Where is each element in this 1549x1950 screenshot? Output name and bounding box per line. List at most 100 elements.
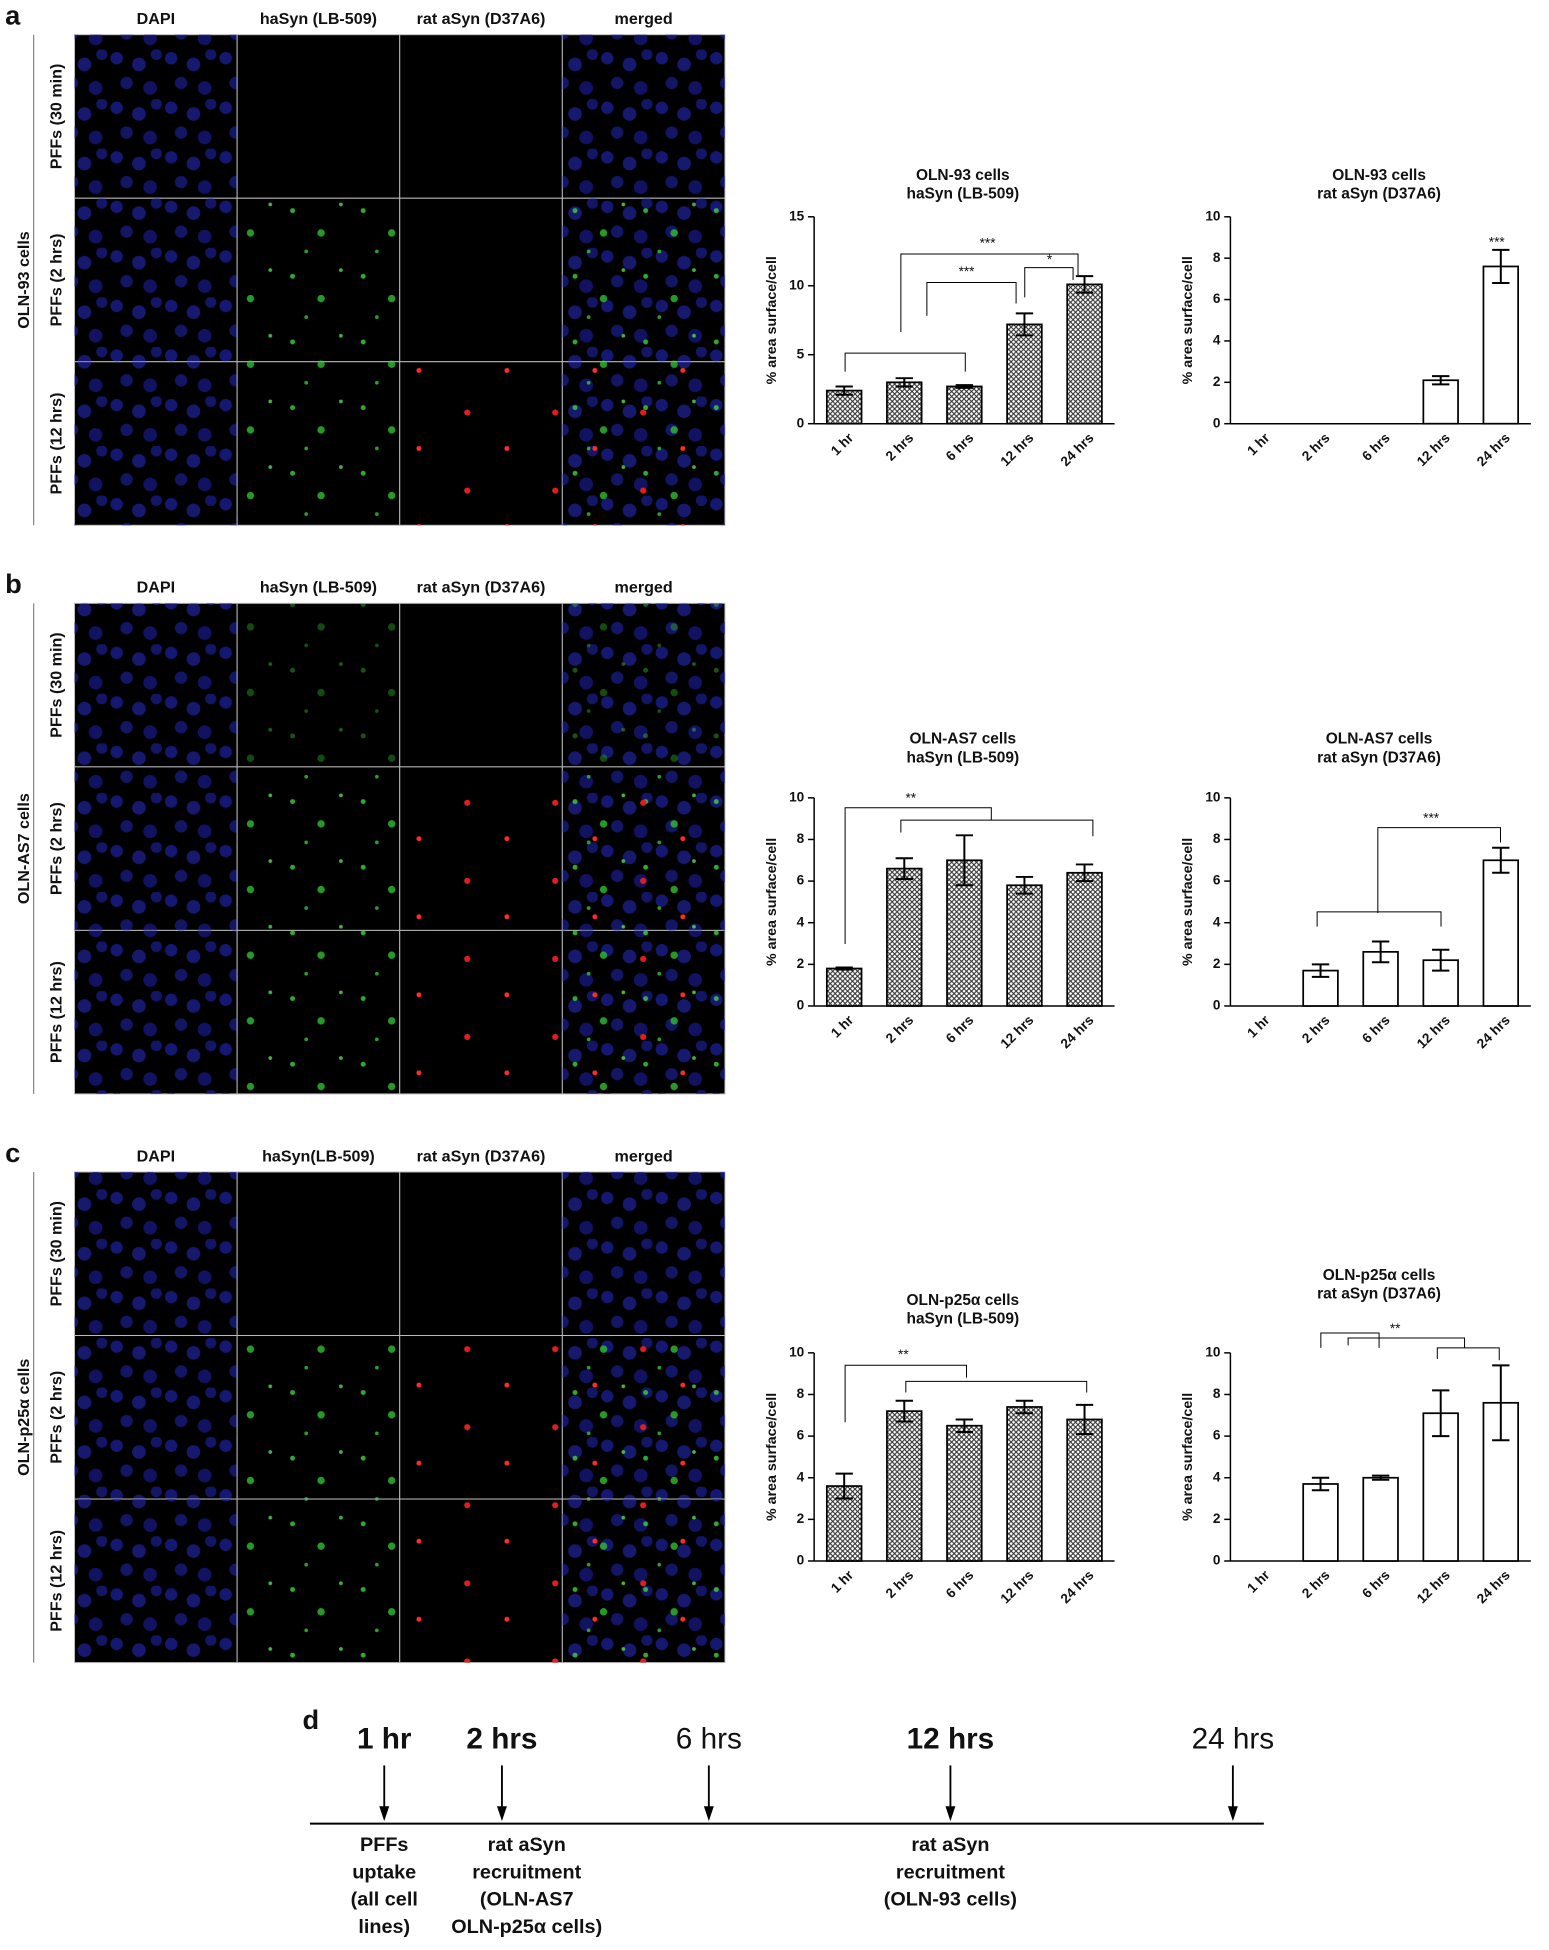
error-bar [1432,1389,1450,1438]
group-bracket [1316,911,1442,927]
chart-title: OLN-AS7 cells [910,731,1017,748]
row-label: PFFs (12 hrs) [47,393,65,495]
error-bar [1371,940,1390,964]
arrow-head [379,1806,390,1822]
error-bar [895,857,913,881]
y-tick-label: 4 [1213,333,1221,348]
x-tick-label: 24 hrs [1058,430,1097,469]
column-header: merged [615,1147,673,1165]
hasyn-stain [237,1499,400,1663]
event-note: uptake [352,1861,416,1883]
nuclei-stain [74,34,238,199]
bar [1066,871,1103,1007]
event-note: (OLN-AS7 [480,1889,574,1911]
y-tick-label: 8 [797,1386,805,1401]
x-tick-label: 1 hr [828,430,857,459]
error-bar [1015,875,1034,895]
panel-label: d [302,1704,319,1735]
chart-title: haSyn (LB-509) [907,1311,1020,1328]
time-label: 2 hrs [466,1722,537,1755]
bar [1362,1476,1399,1562]
x-tick-label: 6 hrs [943,430,977,464]
chart-title: OLN-AS7 cells [1326,731,1433,748]
y-tick-label: 10 [789,789,805,804]
chart-title: OLN-93 cells [1332,167,1426,184]
error-bar [1075,863,1094,883]
group-bracket [900,819,1094,837]
column-header: rat aSyn (D37A6) [417,10,546,28]
hasyn-stain [562,603,725,767]
error-bar [1015,312,1034,337]
significance-label: *** [1423,810,1440,825]
nuclei-stain [74,198,238,362]
micrograph [236,1171,401,1337]
y-tick-label: 6 [797,873,805,888]
micrograph [236,34,401,199]
column-header: haSyn(LB-509) [262,1147,375,1165]
cell-line-label: OLN-93 cells [15,231,33,329]
x-tick-label: 2 hrs [1299,1567,1333,1601]
nuclei-stain [74,603,238,767]
error-bar [1311,963,1330,978]
y-tick-label: 2 [797,956,805,971]
bar [886,867,923,1007]
cell-line-label: OLN-AS7 cells [15,793,33,904]
event-note: rat aSyn [911,1834,989,1856]
error-bar [1075,275,1094,294]
x-tick-label: 24 hrs [1474,1012,1513,1051]
y-axis-label: % area surface/cell [1180,256,1196,384]
rat-asyn-stain [562,361,725,526]
significance-bracket [1024,267,1074,298]
group-bracket [1320,1332,1380,1348]
y-tick-label: 8 [1213,250,1221,265]
event-note: rat aSyn [488,1834,566,1856]
y-tick-label: 6 [1213,873,1221,888]
error-bar [1432,375,1450,386]
bar [946,1424,983,1562]
y-tick-label: 5 [797,346,805,361]
micrograph [399,1171,563,1337]
panel-label: b [5,568,22,599]
significance-label: ** [898,1347,909,1362]
column-header: merged [615,10,673,28]
x-tick-label: 2 hrs [883,430,917,464]
row-label: PFFs (12 hrs) [47,961,65,1063]
x-tick-label: 6 hrs [1359,430,1393,464]
error-bar [1311,1476,1330,1492]
y-axis-label: % area surface/cell [764,1393,780,1521]
arrow-head [945,1806,956,1822]
significance-bracket [844,1364,968,1423]
bar [946,385,983,425]
nuclei-stain [74,1335,238,1500]
column-header: haSyn (LB-509) [260,579,377,597]
y-tick-label: 6 [1213,1428,1221,1443]
y-tick-label: 2 [1213,374,1221,389]
event-note: lines) [358,1916,410,1938]
y-tick-label: 10 [789,1344,805,1359]
chart-title: haSyn (LB-509) [907,749,1020,766]
x-tick-label: 12 hrs [1414,1567,1453,1606]
x-tick-label: 6 hrs [1359,1567,1393,1601]
significance-bracket [844,807,992,945]
y-axis-label: % area surface/cell [764,838,780,966]
x-tick-label: 2 hrs [1299,430,1333,464]
x-tick-label: 1 hr [1244,1012,1273,1041]
nuclei-stain [74,361,238,526]
hasyn-stain [237,603,400,767]
panel-label: c [5,1137,20,1168]
column-header: DAPI [137,10,175,28]
y-axis-label: % area surface/cell [1180,1393,1196,1521]
error-bar [1075,1403,1094,1436]
chart-title: rat aSyn (D37A6) [1317,1286,1441,1303]
time-label: 12 hrs [907,1722,995,1755]
x-tick-label: 6 hrs [1359,1012,1393,1046]
chart-title: rat aSyn (D37A6) [1317,749,1441,766]
row-label: PFFs (2 hrs) [47,802,65,895]
y-tick-label: 10 [1205,1344,1221,1359]
event-note: (all cell [351,1889,418,1911]
significance-label: * [1047,252,1053,267]
y-axis-label: % area surface/cell [764,256,780,384]
significance-bracket [926,281,1017,316]
nuclei-stain [562,34,725,199]
hasyn-stain [562,198,725,362]
